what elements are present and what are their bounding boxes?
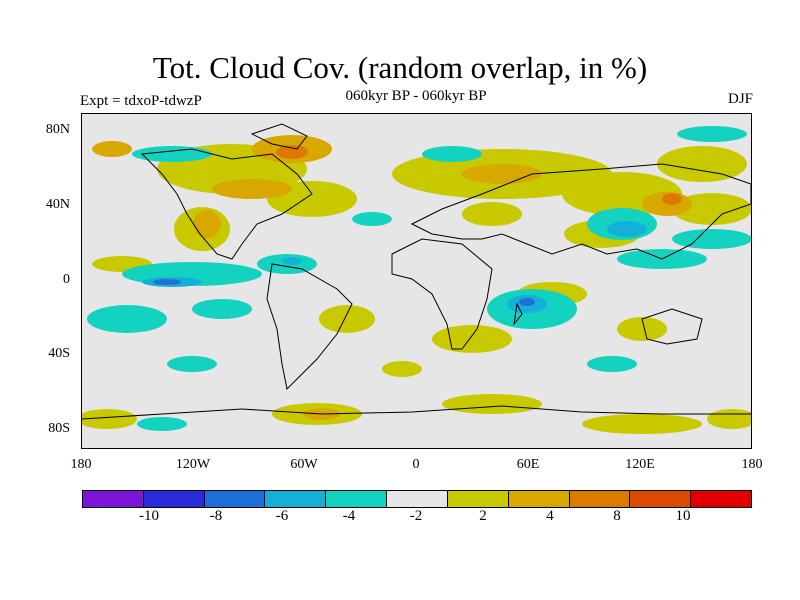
lat-tick: 40N: [45, 197, 70, 212]
lat-tick: 0: [63, 272, 70, 287]
colorbar-swatch: [143, 491, 205, 507]
colorbar-label: 2: [479, 508, 487, 524]
lon-tick: 120E: [625, 457, 655, 472]
colorbar-swatch: [569, 491, 631, 507]
colorbar-swatch: [265, 491, 327, 507]
lon-tick: 180: [741, 457, 763, 472]
colorbar-label: -6: [275, 508, 289, 524]
lat-tick: 80S: [48, 421, 70, 436]
colorbar-swatch: [387, 491, 448, 507]
coastlines: [82, 123, 751, 420]
colorbar-label: -4: [342, 508, 356, 524]
lat-tick: 40S: [48, 346, 70, 361]
colorbar-label: -10: [139, 508, 159, 524]
colorbar-swatch: [630, 491, 692, 507]
colorbar: [82, 490, 752, 508]
lon-tick: 60E: [516, 457, 540, 472]
colorbar-label: 10: [675, 508, 691, 524]
lon-tick: 0: [412, 457, 420, 472]
colorbar-label: -8: [209, 508, 223, 524]
colorbar-swatch: [326, 491, 388, 507]
positive-anomaly-patches: [82, 144, 751, 434]
lon-tick: 60W: [290, 457, 318, 472]
colorbar-swatch: [691, 491, 751, 507]
colorbar-label: 8: [613, 508, 621, 524]
experiment-label: Expt = tdxoP-tdwzP: [80, 93, 202, 109]
colorbar-swatch: [447, 491, 509, 507]
colorbar-swatch: [508, 491, 570, 507]
season-label: DJF: [727, 91, 753, 107]
lon-tick: 120W: [175, 457, 211, 472]
strongest-negative-patches: [153, 279, 535, 306]
chart-subtitle: 060kyr BP - 060kyr BP: [345, 88, 487, 104]
colorbar-label: 4: [546, 508, 554, 524]
chart-title: Tot. Cloud Cov. (random overlap, in %): [152, 50, 648, 85]
negative-anomaly-patches: [87, 126, 751, 431]
map-panel: [81, 113, 752, 449]
lon-tick: 180: [70, 457, 92, 472]
colorbar-swatch: [204, 491, 266, 507]
lat-tick: 80N: [45, 122, 70, 137]
map-field: [82, 123, 751, 434]
colorbar-swatch: [83, 491, 144, 507]
colorbar-label: -2: [409, 508, 423, 524]
